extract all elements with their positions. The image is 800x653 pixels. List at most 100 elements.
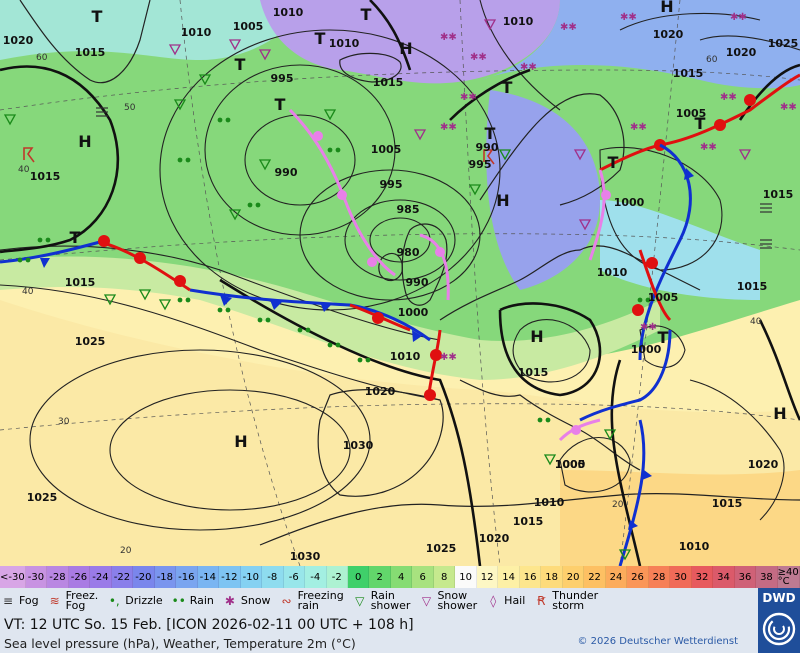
isobar-label: 1010 <box>273 6 304 19</box>
isobar-label: 1030 <box>290 550 321 563</box>
low-pressure-label: T <box>608 153 619 172</box>
high-pressure-label: H <box>773 404 786 423</box>
isobar-label: 995 <box>469 158 492 171</box>
svg-text:✱✱: ✱✱ <box>560 22 577 33</box>
temperature-scale-cell: 38 <box>756 566 778 588</box>
temperature-scale-cell: -6 <box>283 566 306 588</box>
dwd-spiral-icon <box>762 612 796 646</box>
isobar-label: 1015 <box>763 188 794 201</box>
isobar-label: 1020 <box>726 46 757 59</box>
svg-text:✱✱: ✱✱ <box>460 92 477 103</box>
isobar-label: 1025 <box>768 37 799 50</box>
temperature-scale-cell: 18 <box>541 566 563 588</box>
temp-zone-cold-ne <box>480 0 800 89</box>
isobar-label: 1025 <box>426 542 457 555</box>
coastline-iceland <box>339 52 402 83</box>
temp-zone-warm-se <box>560 470 800 566</box>
isobar-label: 1015 <box>513 515 544 528</box>
legend-item: ≋ Freez. Fog <box>47 589 99 612</box>
low-pressure-label: T <box>361 5 372 24</box>
isobar-label: 1015 <box>75 46 106 59</box>
legend-label: Thunder storm <box>552 589 599 612</box>
dwd-logo: DWD <box>758 588 800 653</box>
legend-symbol-icon: ▽ <box>355 594 365 608</box>
legend-item: ◊ Hail <box>485 594 525 608</box>
isobar-label: 1010 <box>534 496 565 509</box>
isobar-label: 1010 <box>390 350 421 363</box>
svg-text:50: 50 <box>124 103 136 113</box>
cold-front-iberia <box>424 329 442 401</box>
thunderstorm-symbols <box>23 147 495 165</box>
isobar-label: 1015 <box>65 276 96 289</box>
svg-text:✱✱: ✱✱ <box>640 322 657 333</box>
temperature-scale-cell: 26 <box>627 566 649 588</box>
legend-label: Freez. Fog <box>65 589 99 612</box>
temperature-scale-cell: 10 <box>455 566 477 588</box>
svg-text:60: 60 <box>706 55 718 65</box>
high-pressure-label: H <box>78 132 91 151</box>
temp-zone-cyan-e <box>600 200 760 300</box>
legend-item: ∾ Freezing rain <box>279 589 344 612</box>
temperature-scale: <-30 -30 -28 -26 -24 -22 -20 -18 -16 -14 -12 -10 -8-… <box>0 566 800 588</box>
legend-label: Snow shower <box>437 589 478 612</box>
high-pressure-label: H <box>399 39 412 58</box>
temperature-scale-cell: -24 <box>90 566 112 588</box>
svg-text:20: 20 <box>612 500 624 510</box>
map-subtitle: Sea level pressure (hPa), Weather, Tempe… <box>4 636 356 651</box>
svg-text:✱✱: ✱✱ <box>440 122 457 133</box>
isobar-label: 1020 <box>3 34 34 47</box>
isobar-label: 1005 <box>371 143 402 156</box>
svg-text:✱✱: ✱✱ <box>700 142 717 153</box>
low-pressure-label: T <box>502 78 513 97</box>
temperature-scale-cell: -16 <box>176 566 198 588</box>
isobar-label: 1015 <box>518 366 549 379</box>
isobar-label: 1005 <box>676 107 707 120</box>
legend-item: ✱ Snow <box>222 595 271 607</box>
temp-zone-cold-east <box>486 90 600 290</box>
svg-text:✱✱: ✱✱ <box>780 102 797 113</box>
svg-text:✱✱: ✱✱ <box>440 32 457 43</box>
temperature-scale-cell: 2 <box>369 566 391 588</box>
isobar-label: 1005 <box>233 20 264 33</box>
cold-front-atlantic <box>0 240 431 342</box>
svg-text:✱✱: ✱✱ <box>720 92 737 103</box>
isobar-label: 1010 <box>679 540 710 553</box>
isobar-label: 1025 <box>75 335 106 348</box>
temperature-scale-cell: 28 <box>648 566 671 588</box>
legend-symbol-icon: •, <box>108 594 120 608</box>
temperature-scale-cell: -4 <box>305 566 327 588</box>
isobar-label: 1015 <box>737 280 768 293</box>
svg-text:✱✱: ✱✱ <box>620 12 637 23</box>
high-pressure-label: H <box>496 191 509 210</box>
snow-symbols: ✱✱ ✱✱ ✱✱ ✱✱ ✱✱ ✱✱ ✱✱ ✱✱ ✱✱ ✱✱ ✱✱ ✱✱ ✱✱ ✱✱ <box>440 12 797 363</box>
isobar-label: 1020 <box>653 28 684 41</box>
isobar-label: 1000 <box>398 306 429 319</box>
legend-label: Rain <box>189 594 214 607</box>
isobar-label: 1015 <box>712 497 743 510</box>
temperature-scale-cell: 16 <box>519 566 542 588</box>
temperature-scale-cell: -26 <box>68 566 91 588</box>
isobar-label: 1010 <box>181 26 212 39</box>
isobar-label: 990 <box>406 276 429 289</box>
legend-label: Freezing rain <box>297 589 344 612</box>
legend-symbol-icon: •• <box>171 594 186 608</box>
svg-text:20: 20 <box>120 546 132 556</box>
temperature-scale-cell: 22 <box>584 566 606 588</box>
legend-label: Rain shower <box>370 589 411 612</box>
temperature-scale-cell: -14 <box>197 566 220 588</box>
temperature-scale-cell: 4 <box>390 566 413 588</box>
coastline-greenland <box>19 0 151 84</box>
legend-symbol-icon: ◊ <box>490 594 497 608</box>
isobar-label: 1030 <box>343 439 374 452</box>
temperature-scale-cell: 8 <box>433 566 456 588</box>
svg-text:✱✱: ✱✱ <box>630 122 647 133</box>
legend-item: •• Rain <box>171 594 214 608</box>
high-pressure-label: H <box>660 0 673 16</box>
temperature-scale-cell: 20 <box>562 566 585 588</box>
isobar-label: 1005 <box>555 458 586 471</box>
temp-zone-cyan <box>0 0 300 60</box>
valid-time: VT: 12 UTC So. 15 Feb. [ICON 2026-02-11 … <box>4 617 414 633</box>
isobar-label: 1015 <box>373 76 404 89</box>
low-pressure-label: T <box>695 114 706 133</box>
lat-labels: 60 50 40 40 30 20 20 40 60 <box>18 53 762 556</box>
